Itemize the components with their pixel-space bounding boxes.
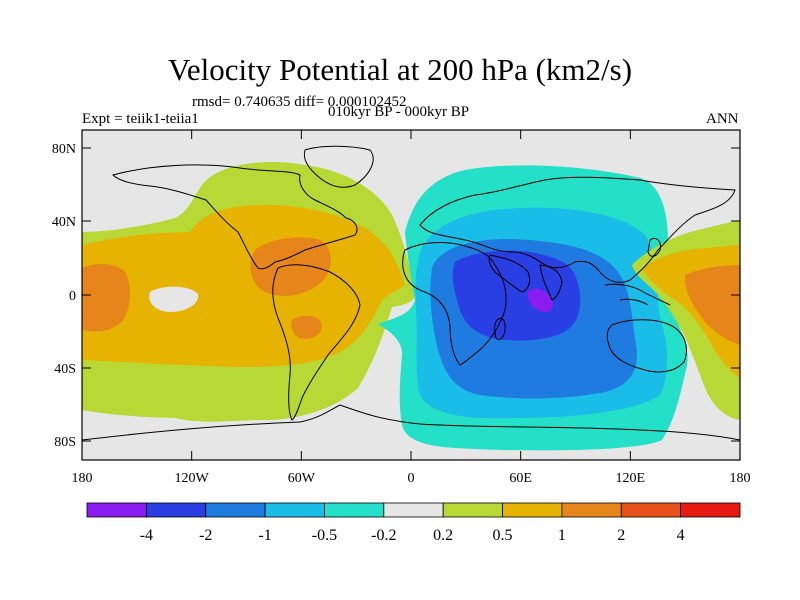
colorbar-label: 1: [558, 527, 566, 544]
colorbar-swatch: [383, 502, 444, 518]
neutral-hole: [149, 286, 199, 312]
colorbar-swatch: [264, 502, 325, 518]
period-label: 010kyr BP - 000kyr BP: [328, 104, 470, 120]
lon-tick-label: 60W: [288, 471, 316, 486]
colorbar-swatch: [680, 502, 741, 518]
negative-region-4: [527, 288, 553, 312]
colorbar-label: -0.2: [371, 527, 396, 544]
lon-tick-label: 180: [730, 471, 751, 486]
colorbar-swatch: [502, 502, 563, 518]
coastlines: [82, 145, 740, 441]
colorbar-swatch: [205, 502, 266, 518]
season-label: ANN: [706, 111, 739, 127]
colorbar-label: -2: [199, 527, 212, 544]
colorbar-swatch: [145, 502, 207, 518]
lat-tick-label: 80N: [52, 142, 76, 157]
negative-region-2: [452, 250, 581, 341]
colorbar-label: -4: [140, 527, 153, 544]
colorbar-swatch: [324, 502, 385, 518]
colorbar: -4 -2 -1 -0.5 -0.2 0.2 0.5 1 2 4: [86, 502, 741, 544]
colorbar-label: 0.5: [493, 527, 513, 544]
longitude-ticks: 180 120W 60W 0 60E 120E 180: [72, 130, 751, 486]
lat-tick-label: 0: [69, 289, 76, 304]
colorbar-label: 2: [617, 527, 625, 544]
stats-line: rmsd= 0.740635 diff= 0.000102452: [192, 94, 407, 110]
latitude-ticks: 80N 40N 0 40S 80S: [52, 142, 740, 450]
lat-tick-label: 80S: [54, 435, 76, 450]
colorbar-swatch: [86, 502, 147, 518]
positive-region-dateline-1: [684, 265, 740, 345]
colorbar-label: -0.5: [312, 527, 337, 544]
positive-region-1-south: [291, 315, 322, 339]
lon-tick-label: 120E: [616, 471, 646, 486]
contour-fills: [82, 145, 740, 451]
lat-tick-label: 40N: [52, 215, 76, 230]
lon-tick-label: 60E: [509, 471, 532, 486]
colorbar-swatch: [561, 502, 622, 518]
colorbar-label: -1: [258, 527, 271, 544]
colorbar-label: 4: [677, 527, 685, 544]
colorbar-label: 0.2: [433, 527, 453, 544]
positive-region-1-east: [250, 237, 331, 297]
positive-region-1-west: [82, 263, 131, 332]
lon-tick-label: 180: [72, 471, 93, 486]
experiment-label: Expt = teiik1-teiia1: [82, 111, 199, 127]
map-title: Velocity Potential at 200 hPa (km2/s): [167, 52, 633, 87]
colorbar-swatch: [620, 502, 682, 518]
lon-tick-label: 120W: [175, 471, 210, 486]
lat-tick-label: 40S: [54, 362, 76, 377]
colorbar-swatch: [442, 502, 503, 518]
lon-tick-label: 0: [408, 471, 415, 486]
